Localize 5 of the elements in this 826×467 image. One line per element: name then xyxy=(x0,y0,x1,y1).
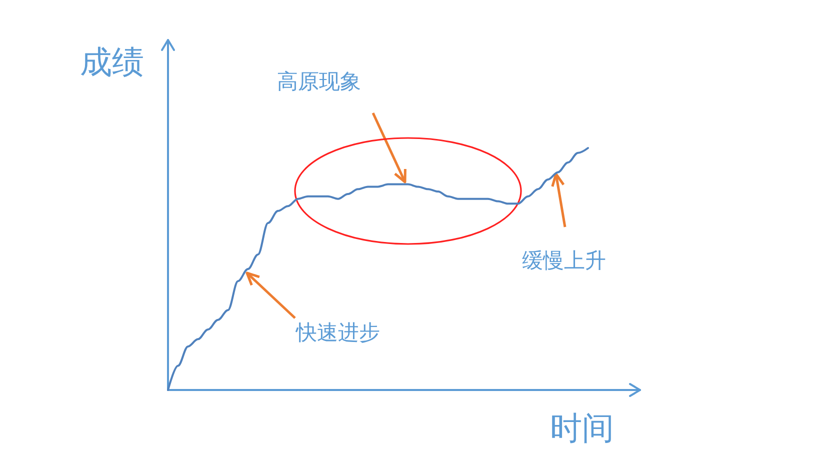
annotation: 快速进步 xyxy=(295,320,380,344)
y-axis-title: 成绩 xyxy=(80,43,144,81)
text: 高原现象 xyxy=(277,70,361,94)
x-axis-title: 时间 xyxy=(550,409,614,447)
annotation: 缓慢上升 xyxy=(522,248,606,272)
